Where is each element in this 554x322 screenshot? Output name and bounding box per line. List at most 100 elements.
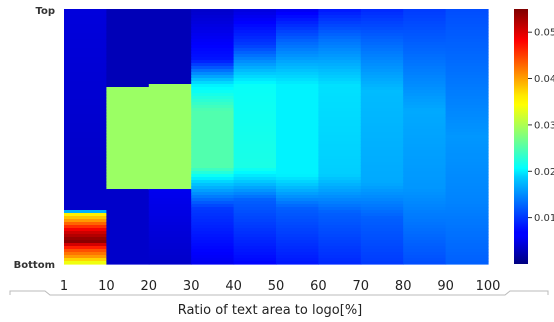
heatmap-cell — [318, 141, 362, 145]
heatmap-cell — [64, 159, 107, 163]
heatmap-cell — [106, 12, 150, 16]
heatmap-cell — [360, 84, 404, 88]
heatmap-cell — [403, 162, 447, 166]
heatmap-cell — [318, 231, 362, 235]
heatmap-cell — [360, 150, 404, 154]
heatmap-cell — [148, 153, 192, 157]
heatmap-cell — [276, 195, 319, 199]
heatmap-cell — [445, 63, 489, 67]
heatmap-cell — [148, 261, 192, 265]
heatmap-cell — [64, 237, 107, 241]
heatmap-cell — [106, 168, 150, 172]
heatmap-cell — [64, 150, 107, 154]
heatmap-cell — [318, 60, 362, 64]
heatmap-cell — [64, 204, 107, 208]
heatmap-cell — [318, 63, 362, 67]
heatmap-cell — [445, 177, 489, 181]
heatmap-cell — [403, 252, 447, 256]
heatmap-cell — [106, 24, 150, 28]
heatmap-cell — [233, 204, 277, 208]
heatmap-cell — [148, 51, 192, 55]
heatmap-cell — [148, 162, 192, 166]
heatmap-cell — [191, 192, 235, 196]
heatmap-cell — [318, 54, 362, 58]
heatmap-cell — [233, 57, 277, 61]
heatmap-cell — [445, 180, 489, 184]
heatmap-cell — [445, 213, 489, 217]
heatmap-cell — [318, 180, 362, 184]
heatmap-cell — [403, 114, 447, 118]
heatmap-cell — [191, 45, 235, 49]
heatmap-cell — [403, 204, 447, 208]
heatmap-cell — [64, 198, 107, 202]
heatmap-cell — [64, 27, 107, 31]
heatmap-cell — [318, 72, 362, 76]
heatmap-cell — [106, 225, 150, 229]
heatmap-cell — [445, 108, 489, 112]
heatmap-cell — [360, 9, 404, 13]
heatmap-cell — [64, 111, 107, 115]
heatmap-cell — [445, 105, 489, 109]
heatmap-cell — [106, 63, 150, 67]
heatmap-cell — [106, 249, 150, 253]
heatmap-cell — [106, 51, 150, 55]
heatmap-cell — [445, 225, 489, 229]
heatmap-cell — [106, 30, 150, 34]
heatmap-cell — [403, 24, 447, 28]
heatmap-cell — [106, 231, 150, 235]
heatmap-cell — [403, 156, 447, 160]
x-axis-title: Ratio of text area to logo[%] — [178, 303, 363, 318]
heatmap-cell — [318, 9, 362, 13]
heatmap-cell — [276, 231, 319, 235]
heatmap-cell — [106, 195, 150, 199]
heatmap-cell — [233, 120, 277, 124]
heatmap-cell — [64, 117, 107, 121]
heatmap-cell — [403, 45, 447, 49]
heatmap-cell — [64, 171, 107, 175]
heatmap-cell — [445, 18, 489, 22]
heatmap-cell — [191, 216, 235, 220]
heatmap-cell — [318, 207, 362, 211]
heatmap-cell — [276, 21, 319, 25]
heatmap-cell — [318, 171, 362, 175]
heatmap-cell — [445, 69, 489, 73]
heatmap-cell — [148, 174, 192, 178]
heatmap-cell — [445, 132, 489, 136]
heatmap-cell — [106, 165, 150, 169]
heatmap-cell — [360, 138, 404, 142]
heatmap-cell — [64, 249, 107, 253]
heatmap-cell — [233, 123, 277, 127]
heatmap-cell — [360, 57, 404, 61]
heatmap-cell — [106, 237, 150, 241]
heatmap-cell — [445, 15, 489, 19]
heatmap-cell — [191, 51, 235, 55]
heatmap-cell — [276, 33, 319, 37]
heatmap-cell — [318, 120, 362, 124]
heatmap-cell — [106, 66, 150, 70]
heatmap-cell — [148, 96, 192, 100]
heatmap-cell — [445, 243, 489, 247]
heatmap-cell — [106, 186, 150, 190]
heatmap-cell — [360, 147, 404, 151]
heatmap-cell — [445, 42, 489, 46]
heatmap-cell — [64, 189, 107, 193]
heatmap-cell — [148, 210, 192, 214]
heatmap-cell — [403, 159, 447, 163]
heatmap-cell — [233, 216, 277, 220]
heatmap-cell — [276, 108, 319, 112]
heatmap-cell — [445, 159, 489, 163]
heatmap-cell — [191, 195, 235, 199]
heatmap-cell — [106, 75, 150, 79]
heatmap-cell — [191, 249, 235, 253]
heatmap-cell — [318, 153, 362, 157]
heatmap-cell — [318, 21, 362, 25]
heatmap-cell — [403, 66, 447, 70]
heatmap-cell — [191, 198, 235, 202]
heatmap-cell — [318, 81, 362, 85]
heatmap-cell — [64, 90, 107, 94]
heatmap-cell — [276, 258, 319, 262]
heatmap-cell — [233, 99, 277, 103]
heatmap-cell — [233, 33, 277, 37]
heatmap-cell — [148, 216, 192, 220]
heatmap-cell — [403, 27, 447, 31]
